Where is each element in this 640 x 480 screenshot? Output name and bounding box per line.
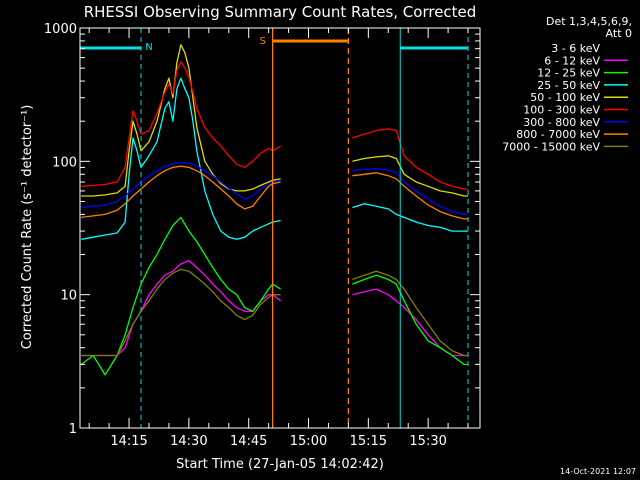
series-line-3-segment-2 bbox=[352, 274, 468, 366]
series-line-7-segment-2 bbox=[352, 168, 468, 216]
series-line-9-segment-2 bbox=[352, 270, 468, 357]
legend-label: 300 - 800 keV bbox=[523, 116, 600, 129]
legend-label: 800 - 7000 keV bbox=[516, 128, 600, 141]
plot-area: N S 1 10 100 1000 14:15 14:30 14:45 15:00 15:15 15:… bbox=[44, 22, 481, 449]
x-tick-label: 14:15 bbox=[110, 434, 147, 449]
legend-label: 50 - 100 keV bbox=[530, 91, 600, 104]
x-tick-label: 15:00 bbox=[290, 434, 327, 449]
series-line-4-segment-1 bbox=[81, 77, 281, 240]
x-tick-label: 14:45 bbox=[230, 434, 267, 449]
chart-title: RHESSI Observing Summary Count Rates, Co… bbox=[84, 3, 477, 21]
y-axis-label: Corrected Count Rate (s⁻¹ detector⁻¹) bbox=[20, 105, 35, 350]
series-line-4-segment-2 bbox=[352, 203, 468, 232]
saa-label: S bbox=[259, 36, 265, 47]
y-tick-label: 100 bbox=[52, 155, 77, 170]
legend-label: 6 - 12 keV bbox=[544, 54, 600, 67]
series-line-8-segment-1 bbox=[81, 165, 281, 219]
legend-label: 25 - 50 keV bbox=[537, 79, 600, 92]
series-line-6-segment-1 bbox=[81, 60, 281, 187]
legend-header-line-1: Det 1,3,4,5,6,9, bbox=[546, 15, 632, 28]
series-line-9-segment-1 bbox=[81, 268, 281, 357]
series-line-6-segment-2 bbox=[352, 128, 468, 190]
legend-label: 3 - 6 keV bbox=[551, 42, 600, 55]
y-tick-label: 1 bbox=[69, 422, 77, 437]
y-tick-label: 10 bbox=[60, 289, 77, 304]
series-line-5-segment-1 bbox=[81, 44, 281, 197]
series-line-7-segment-1 bbox=[81, 161, 281, 209]
series-line-5-segment-2 bbox=[352, 155, 468, 197]
series-line-3-segment-1 bbox=[80, 216, 281, 376]
render-timestamp: 14-Oct-2021 12:07 bbox=[560, 467, 636, 476]
series-line-8-segment-2 bbox=[352, 172, 468, 220]
plot-frame bbox=[79, 27, 481, 429]
x-axis-label: Start Time (27-Jan-05 14:02:42) bbox=[176, 457, 384, 472]
legend-label: 100 - 300 keV bbox=[523, 104, 600, 117]
x-tick-label: 14:30 bbox=[170, 434, 207, 449]
x-tick-label: 15:15 bbox=[350, 434, 387, 449]
x-tick-label: 15:30 bbox=[409, 434, 446, 449]
night-label: N bbox=[145, 42, 152, 53]
legend-label: 7000 - 15000 keV bbox=[502, 140, 600, 153]
y-tick-label: 1000 bbox=[44, 22, 77, 37]
legend-label: 12 - 25 keV bbox=[537, 67, 600, 80]
legend-header-line-2: Att 0 bbox=[606, 27, 632, 40]
series-line-1-segment-1 bbox=[81, 278, 282, 424]
series-group bbox=[80, 44, 468, 424]
